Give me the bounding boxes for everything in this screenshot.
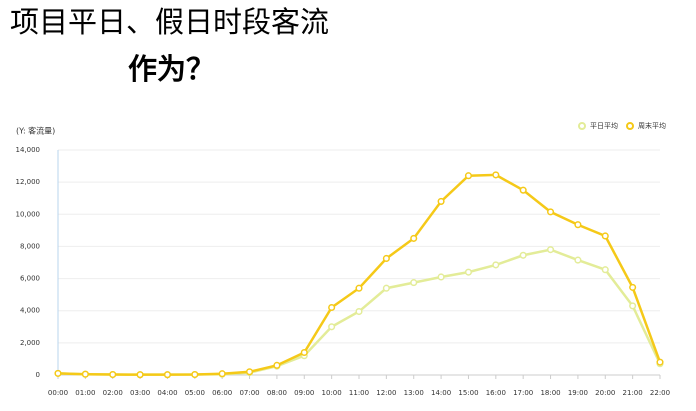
point (601, 232, 609, 240)
series-line (57, 173, 662, 376)
point (546, 246, 555, 254)
point (574, 256, 582, 264)
x-tick-label: 04:00 (157, 389, 177, 397)
point (519, 251, 527, 259)
x-tick-label: 13:00 (404, 389, 424, 397)
y-tick-label: 2,000 (20, 339, 40, 347)
point (437, 273, 445, 281)
x-tick-label: 17:00 (513, 389, 533, 397)
point (574, 221, 582, 229)
point (629, 302, 637, 310)
title: 项目平日、假日时段客流 (10, 5, 329, 39)
x-tick-label: 15:00 (458, 389, 478, 397)
point (54, 369, 62, 377)
y-tick-label: 14,000 (16, 146, 41, 154)
legend-label: 平日平均 (590, 121, 618, 130)
x-tick-label: 12:00 (376, 389, 396, 397)
y-tick-label: 12,000 (16, 178, 41, 186)
x-tick-label: 21:00 (623, 389, 643, 397)
point (546, 208, 555, 216)
legend-marker (626, 122, 634, 130)
x-tick-label: 11:00 (349, 389, 369, 397)
legend-label: 周末平均 (638, 121, 666, 130)
y-tick-label: 0 (36, 371, 40, 379)
point (109, 370, 117, 379)
point (136, 371, 144, 379)
x-tick-label: 10:00 (322, 389, 342, 397)
point (191, 370, 199, 379)
point (492, 261, 500, 269)
x-tick-label: 08:00 (267, 389, 287, 397)
x-tick-label: 14:00 (431, 389, 451, 397)
point (355, 284, 363, 292)
point (629, 283, 637, 291)
point (437, 197, 445, 205)
point (355, 307, 363, 316)
point (410, 279, 418, 287)
x-tick-label: 03:00 (130, 389, 150, 397)
point (300, 348, 308, 357)
x-tick-label: 05:00 (185, 389, 205, 397)
point (328, 303, 336, 312)
x-tick-label: 07:00 (239, 389, 259, 397)
y-tick-label: 4,000 (20, 307, 40, 315)
point (328, 323, 336, 331)
point (163, 371, 172, 379)
point (464, 172, 473, 180)
subtitle: 作为？ (128, 52, 215, 86)
x-tick-label: 06:00 (212, 389, 232, 397)
x-tick-label: 18:00 (540, 389, 560, 397)
point (410, 234, 418, 242)
x-tick-label: 16:00 (486, 389, 506, 397)
x-tick-label: 00:00 (48, 389, 68, 397)
x-tick-label: 01:00 (75, 389, 95, 397)
point (601, 266, 609, 274)
point (464, 268, 473, 276)
x-tick-label: 22:00 (650, 389, 670, 397)
point (245, 368, 254, 376)
y-tick-label: 8,000 (20, 242, 40, 250)
point (492, 171, 500, 179)
y-tick-label: 10,000 (16, 210, 41, 218)
y-axis-label: (Y: 客流量) (16, 126, 55, 136)
point (81, 370, 89, 378)
point (273, 361, 281, 369)
point (382, 254, 390, 263)
point (218, 370, 226, 378)
point (519, 186, 527, 194)
x-tick-label: 19:00 (568, 389, 588, 397)
x-tick-label: 02:00 (103, 389, 123, 397)
y-tick-label: 6,000 (20, 275, 40, 283)
legend-marker (578, 122, 586, 130)
point (382, 284, 390, 292)
x-tick-label: 20:00 (595, 389, 615, 397)
x-tick-label: 09:00 (294, 389, 314, 397)
point (656, 358, 664, 366)
